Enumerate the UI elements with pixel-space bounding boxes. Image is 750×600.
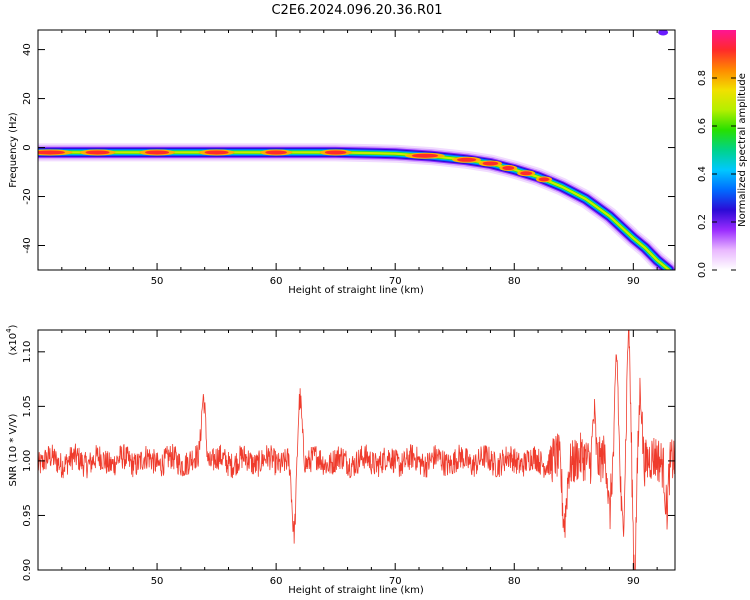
snr-y-tick-label: 0.95 [22,504,33,526]
spectrogram-ticks: 50 60 70 80 90 -40 -20 0 20 40 [22,30,675,287]
spectrogram-y-tick-label: 40 [22,43,33,56]
spectrogram-y-tick-label: -40 [22,237,33,253]
ridge-hotspot [265,150,287,155]
snr-frame [37,329,676,571]
colorbar-ticks: 0.0 0.2 0.4 0.6 0.8 [697,70,736,278]
ridge-hotspot [538,177,550,182]
snr-x-tick-label: 70 [389,576,402,587]
ridge-hotspot [457,157,477,162]
ridge-hotspot [204,150,229,155]
spectrogram-y-axis-label: Frequency (Hz) [8,112,19,188]
spectrogram-frame [37,29,676,271]
spectrogram-x-axis-label: Height of straight line (km) [288,285,424,296]
ridge-hotspot [145,150,170,155]
ridge-hotspot [520,171,533,176]
ridge-hotspot [324,150,347,155]
spectrogram-panel: 50 60 70 80 90 -40 -20 0 20 40 Height of straight… [8,29,676,296]
snr-x-tick-label: 90 [627,576,640,587]
snr-y-tick-label: 1.00 [22,450,33,472]
spectrogram-y-tick-label: 0 [22,144,33,150]
figure-title: C2E6.2024.096.20.36.R01 [271,3,442,18]
spectrogram-y-tick-label: 20 [22,92,33,105]
ridge-hotspot [85,150,110,155]
colorbar-tick-label: 0.8 [697,70,708,86]
snr-y-axis-label: SNR (10 * V/V) [8,413,19,486]
spectrogram-ridge [38,30,675,270]
spectrogram-x-tick-label: 90 [627,276,640,287]
snr-y-tick-label: 1.05 [22,395,33,417]
spectrogram-x-tick-label: 80 [508,276,521,287]
colorbar-tick-label: 0.6 [697,118,708,134]
snr-y-tick-label: 0.90 [22,559,33,581]
spectrogram-y-tick-label: -20 [22,188,33,204]
ridge-hotspot [502,166,515,171]
colorbar: 0.0 0.2 0.4 0.6 0.8 Normalized spectral ampl… [697,30,748,278]
corner-artifact [658,30,669,36]
colorbar-tick-label: 0.2 [697,214,708,230]
colorbar-tick-label: 0.0 [697,262,708,278]
snr-multiplier-close: ) [8,324,19,328]
colorbar-scale [712,30,736,270]
snr-ticks: 50 60 70 80 90 0.90 0.95 1.00 1.05 1.10 [22,330,675,587]
snr-x-axis-label: Height of straight line (km) [288,585,424,596]
snr-y-multiplier: (x104) [5,324,19,355]
ridge-hotspot [482,161,499,166]
ridge-hotspot [411,153,439,158]
ridge-hotspot [38,150,65,155]
snr-y-tick-label: 1.10 [22,341,33,363]
spectrogram-x-tick-label: 50 [151,276,164,287]
colorbar-tick-label: 0.4 [697,166,708,182]
snr-multiplier-exp: 4 [5,328,13,333]
spectrogram-x-tick-label: 60 [270,276,283,287]
snr-x-tick-label: 60 [270,576,283,587]
snr-x-tick-label: 50 [151,576,164,587]
snr-panel: 50 60 70 80 90 0.90 0.95 1.00 1.05 1.10 Height of… [5,324,676,596]
snr-multiplier-base: (x10 [8,333,19,356]
snr-series-line [38,330,675,570]
spectrogram-x-tick-label: 70 [389,276,402,287]
snr-x-tick-label: 80 [508,576,521,587]
snr-plot-area [38,330,675,570]
colorbar-label: Normalized spectral amplitude [737,73,748,227]
